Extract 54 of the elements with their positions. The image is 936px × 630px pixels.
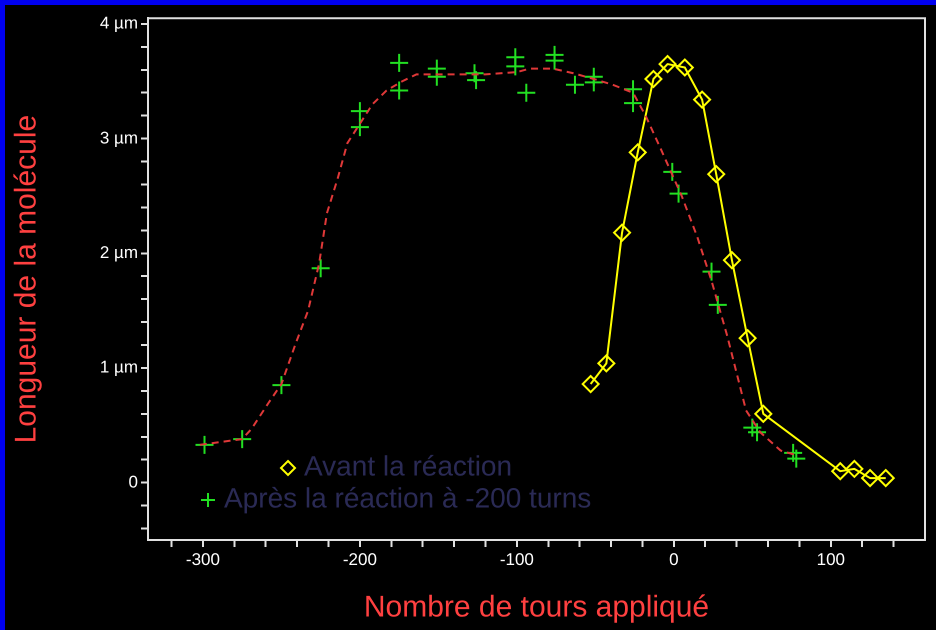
point [426, 66, 447, 87]
point [754, 404, 772, 423]
point [845, 460, 864, 478]
point [876, 469, 895, 488]
point [466, 70, 486, 90]
x-tick-label: 100 [816, 550, 846, 569]
y-tick-label: 4 µm [100, 14, 138, 33]
x-tick-label: 0 [669, 550, 679, 569]
point [693, 90, 712, 109]
y-tick-label: 3 µm [100, 128, 138, 148]
point [389, 80, 410, 100]
point [742, 418, 762, 438]
y-axis-title: Longueur de la molécule [9, 114, 42, 444]
point [783, 442, 804, 463]
point [738, 329, 757, 348]
y-tick-label: 1 µm [100, 358, 138, 377]
point [707, 165, 726, 184]
point [194, 434, 215, 455]
point [505, 56, 526, 76]
x-tick-label: -200 [342, 550, 377, 569]
x-axis-title: Nombre de tours appliqué [364, 590, 710, 624]
point [668, 184, 689, 204]
x-tick-label: -300 [186, 550, 220, 569]
point [658, 55, 677, 74]
point [676, 58, 694, 77]
point [662, 162, 682, 182]
point [702, 262, 722, 282]
legend-label: Après la réaction à -200 turns [224, 482, 592, 514]
point [747, 422, 768, 442]
point [564, 74, 585, 95]
point [613, 224, 632, 242]
point [544, 50, 565, 71]
point [389, 52, 410, 73]
point [628, 143, 647, 162]
legend-label: Avant la réaction [304, 450, 512, 482]
point [786, 448, 806, 469]
x-tick-label: -100 [500, 550, 534, 569]
point [582, 375, 600, 394]
point [861, 469, 880, 488]
point [464, 63, 484, 84]
point [831, 462, 850, 480]
y-tick-label: 2 µm [100, 242, 138, 262]
point [722, 251, 741, 270]
point [516, 82, 536, 103]
point [310, 258, 331, 278]
point [271, 375, 292, 396]
point [584, 72, 604, 92]
point [708, 294, 728, 315]
point [350, 117, 370, 138]
point [597, 354, 616, 372]
y-tick-label: 0 [128, 472, 138, 492]
point [623, 93, 644, 114]
point [644, 70, 662, 88]
point [232, 429, 252, 450]
